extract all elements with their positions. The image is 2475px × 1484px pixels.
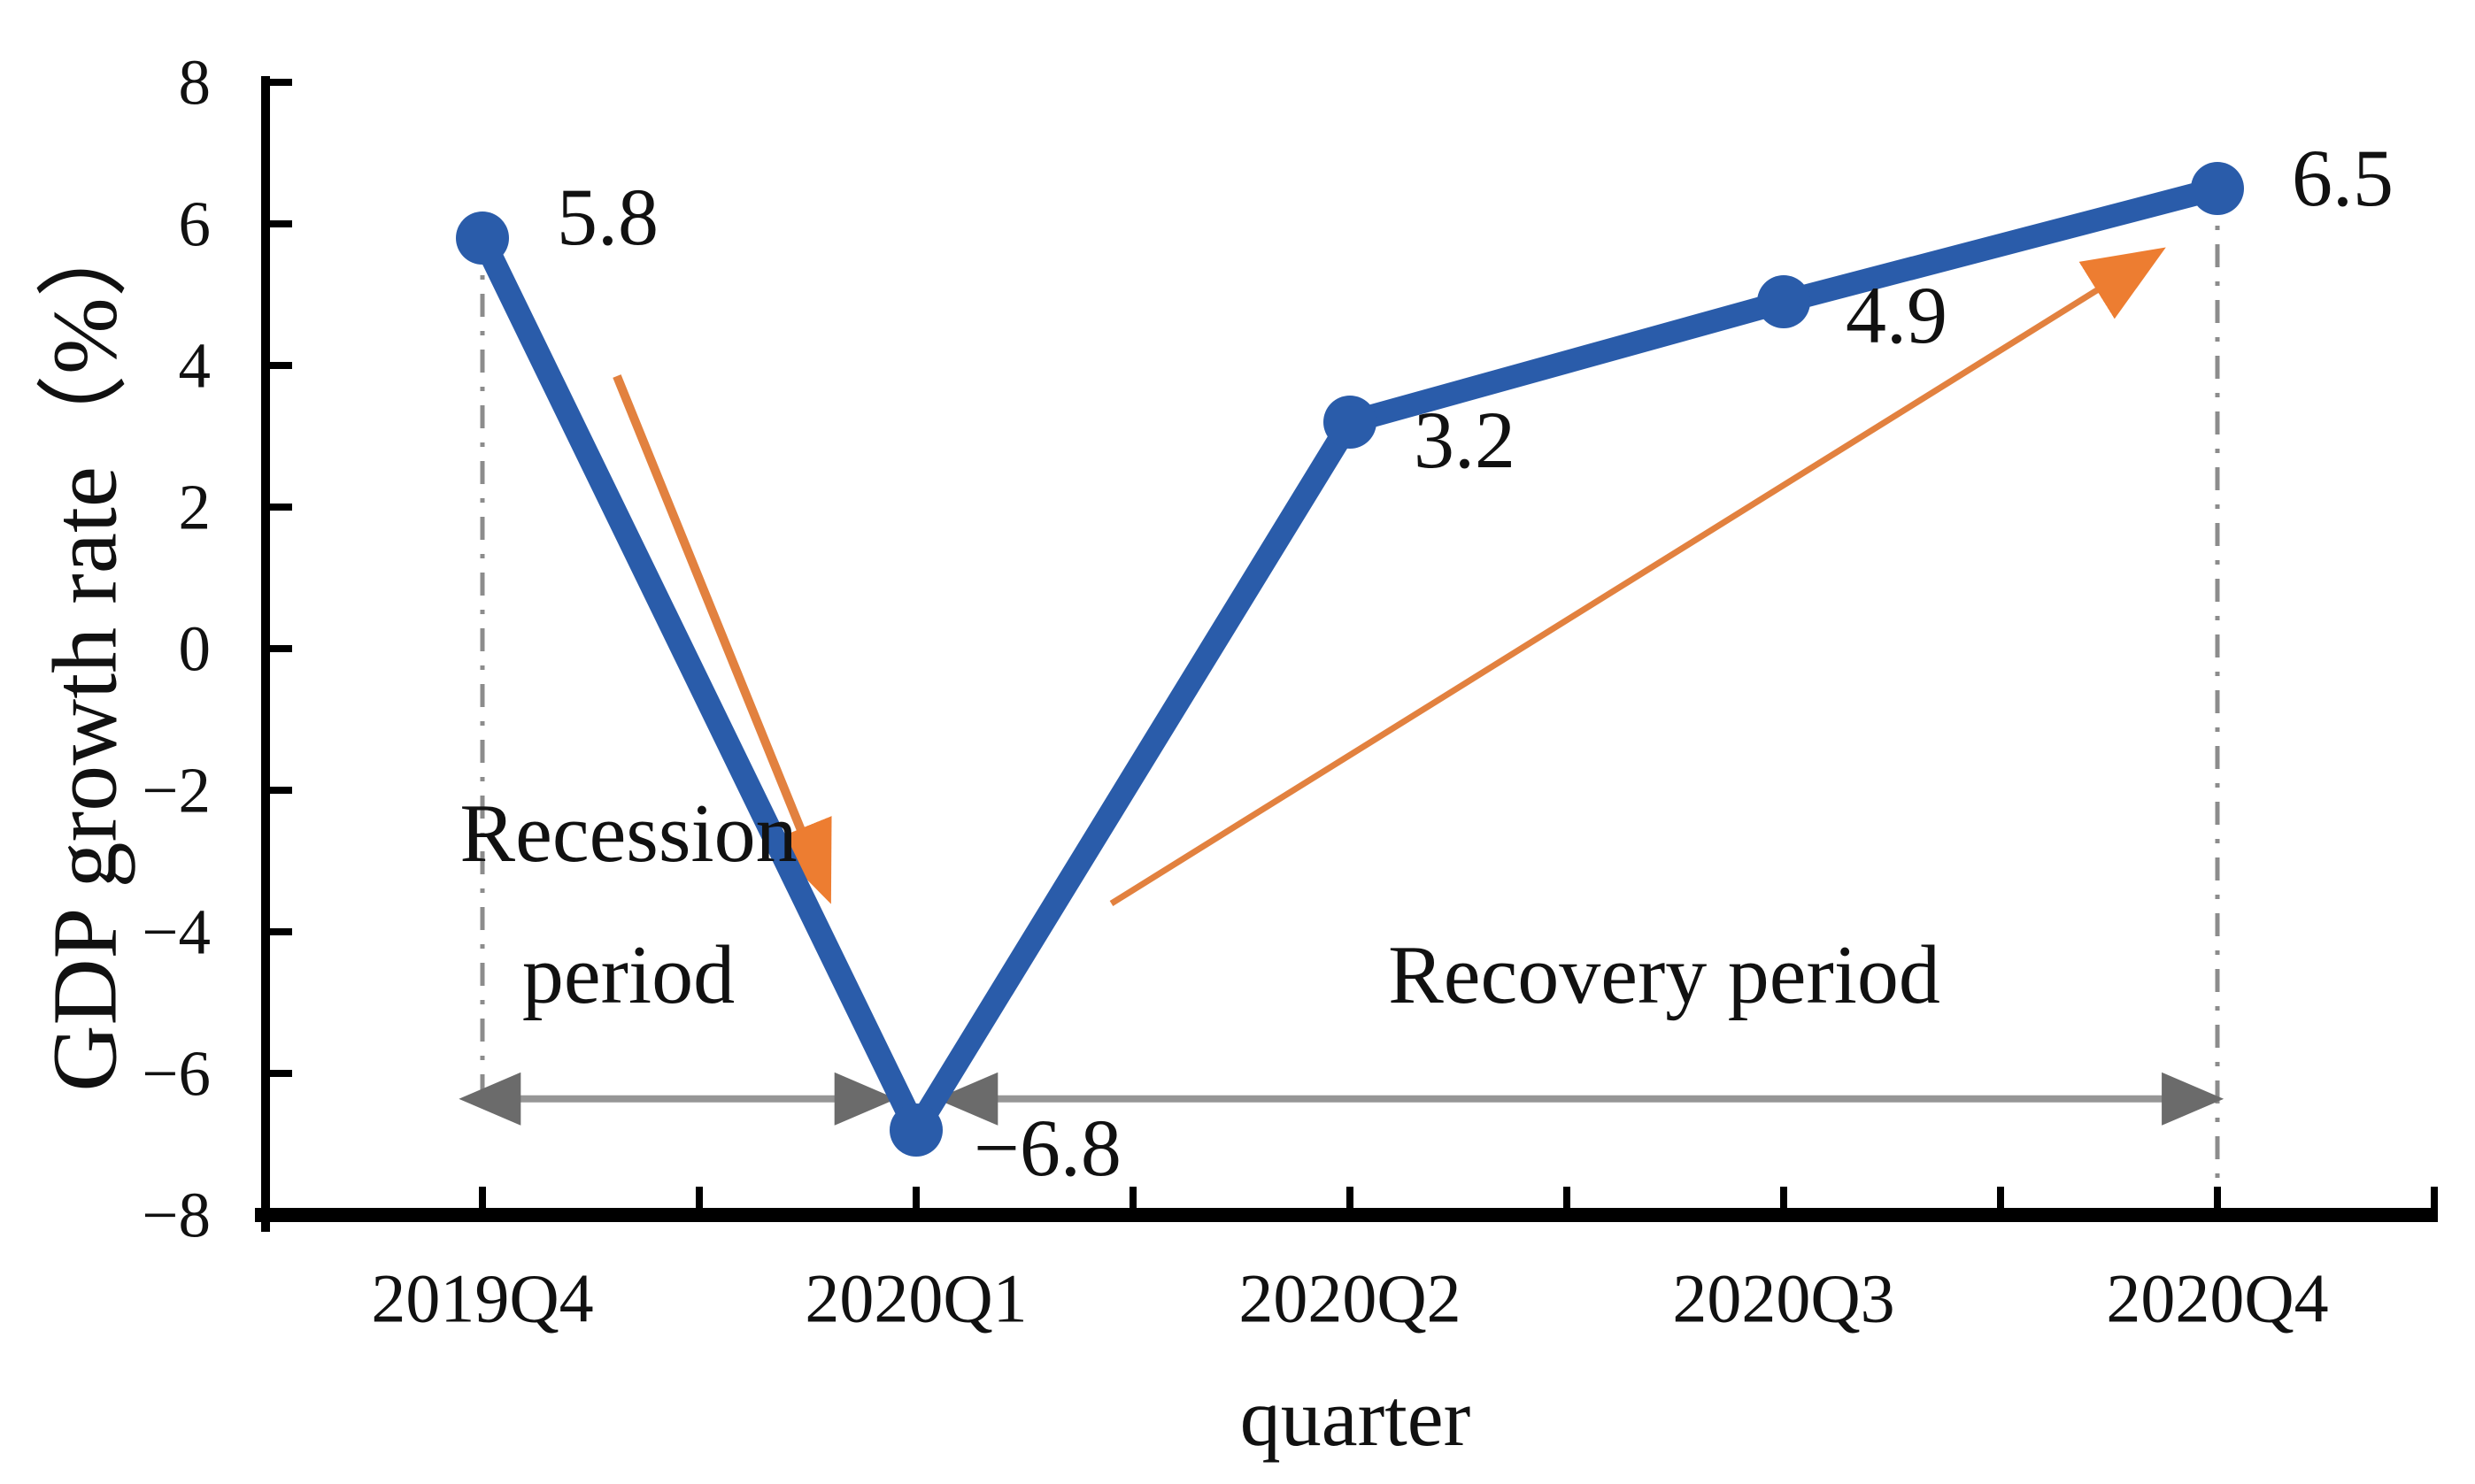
y-tick-label: 0	[179, 613, 212, 685]
data-point-marker-2020Q2	[1323, 396, 1376, 449]
recession-trend-arrow	[613, 374, 832, 904]
data-point-marker-2020Q1	[890, 1103, 943, 1157]
recession-period-label-line1: Recession	[459, 788, 797, 880]
y-axis-title: GDP growth rate（%）	[35, 205, 136, 1091]
x-tick-label: 2020Q2	[1238, 1260, 1461, 1337]
gdp-series-line	[471, 177, 2229, 1142]
recovery-period-label: Recovery period	[1388, 929, 1940, 1021]
y-tick-label: 4	[179, 330, 212, 402]
x-tick-label: 2020Q1	[805, 1260, 1027, 1337]
data-point-label: 6.5	[2292, 133, 2394, 223]
x-axis-title: quarter	[1240, 1373, 1471, 1463]
x-tick-label: 2019Q4	[371, 1260, 593, 1337]
axes: 8 6 4 2 0 −2 −4 −6 −8 2019Q4 2020Q1 2020Q2 2020Q3 202…	[142, 47, 2438, 1337]
recession-period-label-line2: period	[522, 929, 735, 1021]
data-labels: 5.8 −6.8 3.2 4.9 6.5	[557, 133, 2394, 1193]
y-tick-label: −6	[142, 1038, 211, 1110]
x-tick-label: 2020Q4	[2106, 1260, 2328, 1337]
data-point-label: 5.8	[557, 172, 659, 262]
y-tick-label: 6	[179, 188, 212, 260]
data-point-marker-2020Q4	[2191, 162, 2244, 215]
x-tick-label: 2020Q3	[1672, 1260, 1894, 1337]
data-point-label: 3.2	[1414, 395, 1515, 485]
data-point-marker-2020Q3	[1757, 275, 1810, 328]
data-point-label: −6.8	[974, 1103, 1122, 1193]
data-point-label: 4.9	[1846, 270, 1947, 360]
guide-lines	[480, 188, 2220, 1197]
y-tick-label: −2	[142, 755, 211, 827]
data-point-marker-2019Q4	[456, 211, 509, 265]
recovery-trend-arrow	[1109, 247, 2166, 906]
series	[456, 162, 2244, 1157]
y-tick-label: 2	[179, 472, 212, 543]
y-tick-label: −4	[142, 896, 211, 968]
y-tick-label: 8	[179, 47, 212, 119]
y-tick-label: −8	[142, 1180, 211, 1251]
annotation-arrows	[459, 247, 2224, 1126]
